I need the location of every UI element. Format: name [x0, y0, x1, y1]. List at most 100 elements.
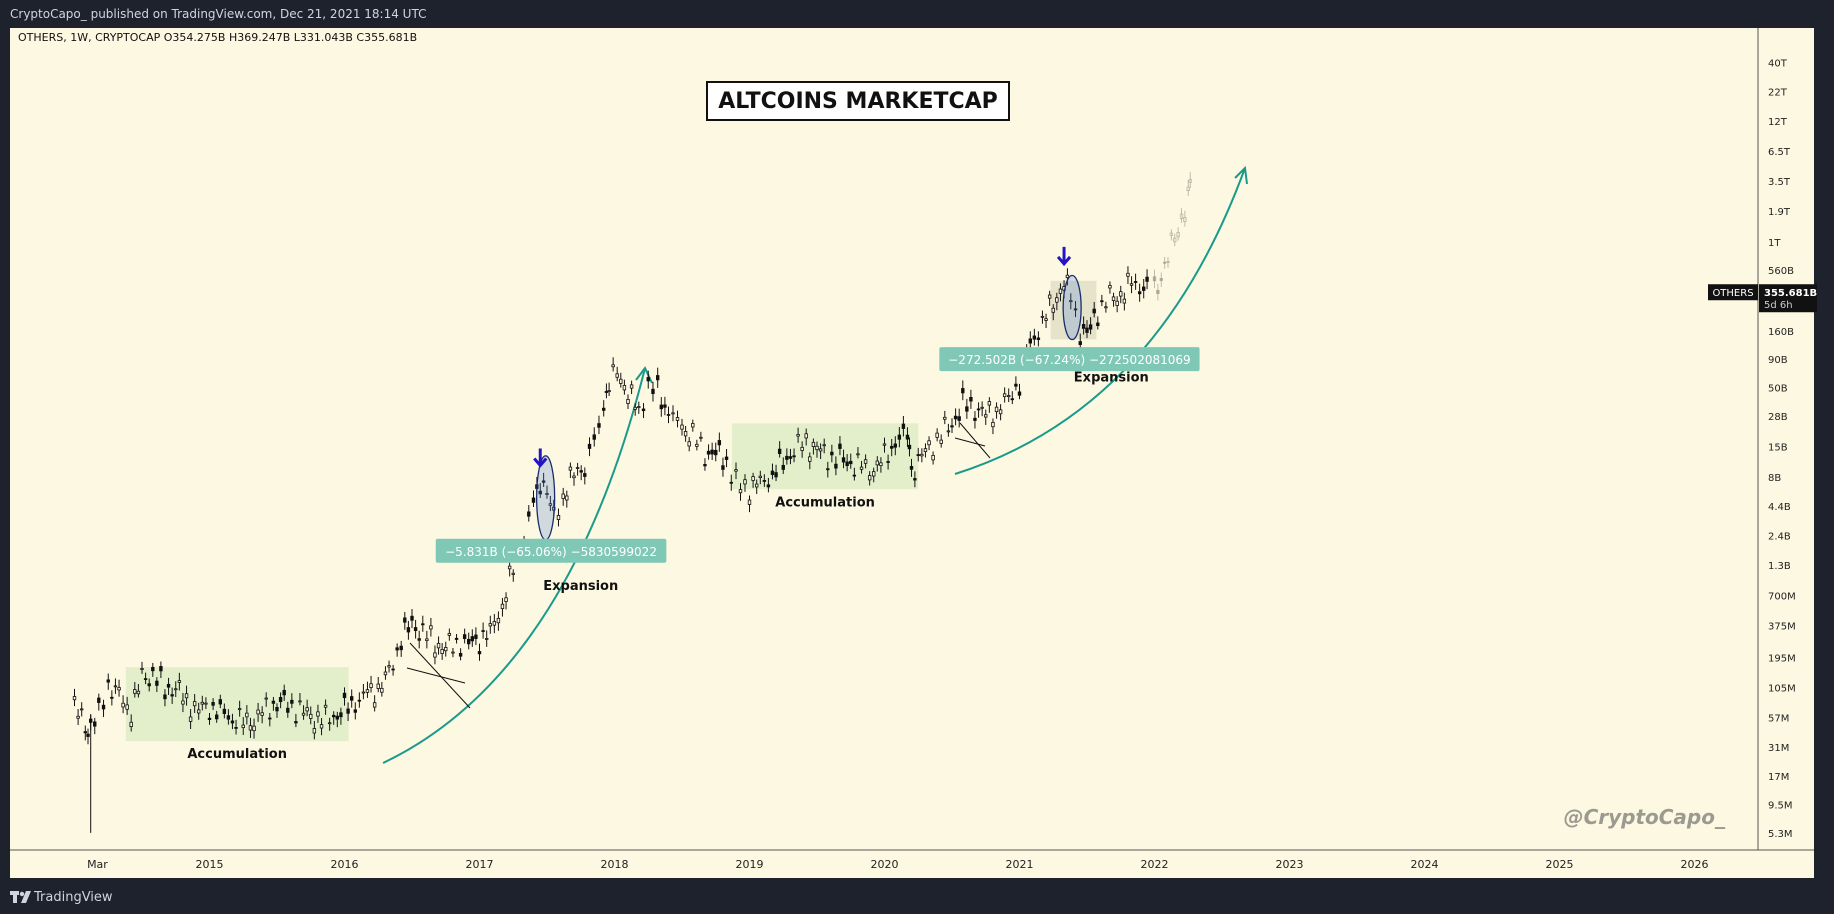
candle-body	[671, 412, 675, 415]
candle-body	[633, 406, 637, 410]
time-tick-label: 2025	[1546, 858, 1574, 871]
time-axis[interactable]	[10, 850, 1814, 878]
candle-body	[357, 699, 362, 702]
candle-body	[380, 687, 384, 693]
chart-area[interactable]: Accumulation Accumulation −5.831B (−65.06%…	[0, 28, 1834, 881]
candle-body	[943, 416, 947, 420]
candle-body	[815, 445, 819, 451]
candle-body	[298, 700, 302, 703]
candle-body	[245, 712, 249, 718]
price-tick-label: 2.4B	[1768, 531, 1791, 542]
price-tick-label: 22T	[1768, 88, 1788, 99]
candle-body	[147, 683, 151, 687]
candle-body	[417, 638, 421, 641]
projection-candle-body	[1179, 213, 1184, 219]
time-tick-label: 2026	[1681, 858, 1709, 871]
candle-body	[680, 424, 684, 430]
candle-body	[1036, 337, 1041, 340]
candle-body	[953, 415, 958, 420]
price-tick-label: 4.4B	[1768, 502, 1791, 513]
candle-body	[294, 721, 298, 724]
candle-body	[751, 476, 755, 481]
symbol-badge	[1708, 284, 1758, 301]
candle-body	[747, 499, 752, 505]
candle-body	[561, 493, 565, 499]
price-tick-label: 195M	[1768, 654, 1796, 665]
candle-body	[879, 462, 883, 466]
candle-body	[683, 431, 688, 437]
candle-body	[72, 696, 77, 701]
symbol-ohlc-legend: OTHERS, 1W, CRYPTOCAP O354.275B H369.247…	[18, 31, 417, 44]
candle-body	[207, 717, 212, 720]
candle-body	[1051, 307, 1055, 313]
candle-body	[619, 378, 623, 384]
candle-body	[204, 702, 208, 705]
flag-trendline	[954, 437, 986, 447]
price-tick-label: 40T	[1768, 59, 1788, 70]
author-watermark: @CryptoCapo_	[1564, 805, 1726, 829]
candle-body	[834, 463, 838, 469]
candle-body	[511, 572, 515, 575]
candle-body	[174, 688, 178, 691]
candle-body	[1032, 335, 1037, 340]
candle-body	[1088, 324, 1093, 330]
candle-body	[875, 460, 879, 466]
time-tick-label: 2022	[1141, 858, 1169, 871]
candle-body	[568, 466, 573, 471]
candle-body	[579, 470, 583, 473]
candle-body	[372, 702, 377, 708]
candle-body	[349, 696, 354, 701]
candle-body	[454, 637, 459, 640]
candle-body	[583, 473, 587, 477]
candle-body	[429, 625, 433, 630]
candle-body	[556, 515, 561, 520]
candle-body	[916, 454, 920, 456]
candle-body	[275, 707, 279, 712]
price-tick-label: 28B	[1768, 412, 1788, 423]
candle-body	[575, 467, 580, 469]
price-axis[interactable]	[1758, 28, 1814, 850]
candle-body	[264, 697, 268, 700]
candle-body	[905, 434, 910, 440]
candle-body	[607, 390, 611, 392]
price-tick-label: 31M	[1768, 743, 1789, 754]
tradingview-logo-icon[interactable]	[10, 889, 32, 905]
time-tick-label: Mar	[87, 858, 108, 871]
candle-body	[994, 406, 999, 413]
candle-body	[717, 440, 722, 446]
candle-body	[504, 597, 508, 602]
candle-body	[998, 409, 1003, 415]
candle-body	[687, 441, 691, 447]
price-tick-label: 560B	[1768, 266, 1794, 277]
candle-body	[950, 425, 954, 428]
candle-body	[602, 407, 606, 411]
candle-body	[548, 503, 553, 506]
projection-candle-body	[1156, 289, 1160, 294]
projection-candle-group	[1152, 172, 1192, 301]
candle-body	[867, 475, 872, 481]
candle-body	[527, 511, 531, 517]
candle-body	[387, 665, 391, 668]
projection-candle-body	[1152, 276, 1157, 282]
candle-body	[909, 466, 914, 470]
projection-candle-body	[1188, 179, 1192, 183]
candle-body	[965, 406, 969, 412]
price-tick-label: 375M	[1768, 622, 1796, 633]
candle-body	[252, 725, 256, 732]
candle-body	[113, 685, 118, 688]
candle-body	[301, 712, 306, 716]
candle-body	[1137, 291, 1142, 295]
tradingview-brand[interactable]: TradingView	[34, 890, 113, 905]
candle-body	[163, 694, 167, 700]
candle-body	[706, 450, 711, 455]
candle-body	[129, 721, 133, 728]
candle-body	[800, 446, 804, 451]
projection-candle-body	[1183, 217, 1187, 223]
candle-body	[496, 617, 501, 624]
candle-body	[830, 451, 834, 456]
candle-body	[1145, 276, 1149, 282]
candle-body	[222, 708, 227, 714]
candle-body	[991, 422, 995, 428]
chart-title-box: ALTCOINS MARKETCAP	[706, 81, 1010, 121]
